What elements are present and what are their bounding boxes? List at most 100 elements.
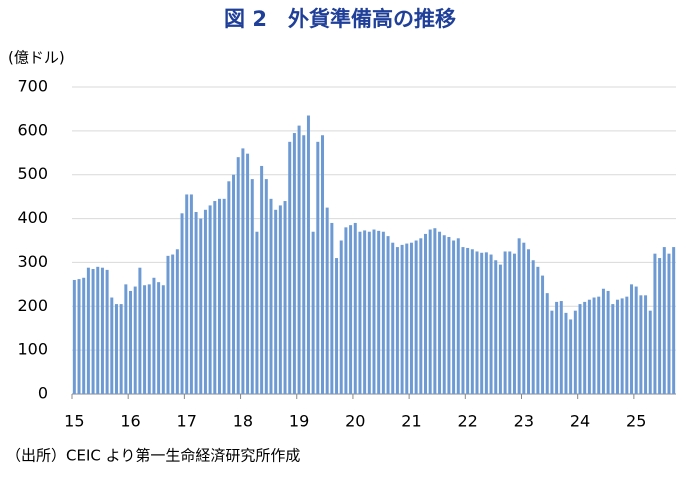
- x-tick-label: 25: [626, 412, 646, 431]
- bar: [105, 269, 109, 394]
- y-tick-label: 100: [17, 340, 48, 359]
- x-tick-label: 22: [457, 412, 477, 431]
- bar: [349, 225, 353, 394]
- bar: [339, 240, 343, 394]
- bar: [86, 267, 90, 394]
- bar: [601, 288, 605, 394]
- bar: [250, 179, 254, 394]
- bar: [662, 247, 666, 394]
- y-tick-label: 300: [17, 252, 48, 271]
- bar: [508, 251, 512, 394]
- bar: [611, 304, 615, 394]
- bar: [302, 135, 306, 394]
- bar: [545, 293, 549, 394]
- x-tick-label: 17: [177, 412, 197, 431]
- bar: [606, 290, 610, 394]
- x-tick-label: 23: [514, 412, 534, 431]
- bar: [129, 290, 133, 394]
- bar: [517, 238, 521, 394]
- bar: [592, 297, 596, 394]
- bar: [573, 310, 577, 394]
- bar: [325, 207, 329, 394]
- bar: [161, 285, 165, 394]
- x-tick-label: 20: [345, 412, 365, 431]
- bar: [531, 260, 535, 394]
- bar: [222, 198, 226, 394]
- bar: [96, 266, 100, 394]
- bar: [424, 233, 428, 394]
- bar: [194, 211, 198, 394]
- bar: [119, 304, 123, 394]
- bar: [316, 141, 320, 394]
- bar: [503, 251, 507, 394]
- bar: [199, 218, 203, 394]
- bar: [578, 304, 582, 394]
- bar: [236, 157, 240, 394]
- bar: [489, 254, 493, 394]
- bar: [405, 243, 409, 394]
- bar: [381, 231, 385, 394]
- bar: [672, 247, 676, 394]
- bar: [522, 242, 526, 394]
- bar: [133, 286, 137, 394]
- bar: [644, 295, 648, 394]
- bar: [625, 296, 629, 394]
- x-tick-label: 21: [401, 412, 421, 431]
- bar: [461, 247, 465, 394]
- bar: [77, 279, 81, 394]
- bar: [147, 284, 151, 394]
- bar: [372, 229, 376, 394]
- bar: [409, 242, 413, 394]
- bar: [630, 284, 634, 394]
- y-tick-label: 700: [17, 77, 48, 96]
- bar: [395, 247, 399, 394]
- bar: [288, 141, 292, 394]
- bar: [208, 205, 212, 394]
- bar: [400, 244, 404, 394]
- bar: [213, 201, 217, 394]
- bar: [138, 267, 142, 394]
- bar: [114, 304, 118, 394]
- y-tick-label: 500: [17, 164, 48, 183]
- bar: [620, 298, 624, 394]
- bar: [564, 312, 568, 394]
- x-tick-label: 19: [289, 412, 309, 431]
- bar: [414, 240, 418, 394]
- bar: [428, 229, 432, 394]
- bar: [367, 231, 371, 394]
- bar: [232, 174, 236, 394]
- bar: [456, 238, 460, 394]
- bar: [306, 115, 310, 394]
- bar: [536, 266, 540, 394]
- bar: [100, 267, 104, 394]
- bar: [391, 242, 395, 394]
- bar: [555, 301, 559, 394]
- bar: [152, 277, 156, 394]
- bar: [110, 297, 114, 394]
- bar: [475, 251, 479, 394]
- bar: [452, 240, 456, 394]
- bar: [494, 260, 498, 394]
- x-tick-label: 24: [570, 412, 590, 431]
- bar: [433, 228, 437, 394]
- bar: [498, 264, 502, 394]
- y-tick-label: 0: [38, 384, 48, 403]
- bar: [377, 230, 381, 394]
- bar: [264, 179, 268, 394]
- x-tick-label: 15: [64, 412, 84, 431]
- x-tick-label: 18: [233, 412, 253, 431]
- bar: [166, 255, 170, 394]
- bar: [583, 301, 587, 394]
- source-note: （出所）CEIC より第一生命経済研究所作成: [6, 447, 300, 465]
- bar: [260, 165, 264, 394]
- bar: [335, 258, 339, 394]
- bar: [311, 231, 315, 394]
- bar: [283, 201, 287, 394]
- y-tick-label: 600: [17, 120, 48, 139]
- bar: [541, 275, 545, 394]
- bar: [470, 249, 474, 394]
- chart-title: 図 2 外貨準備高の推移: [224, 7, 456, 31]
- bar: [203, 209, 207, 394]
- bar: [653, 253, 657, 394]
